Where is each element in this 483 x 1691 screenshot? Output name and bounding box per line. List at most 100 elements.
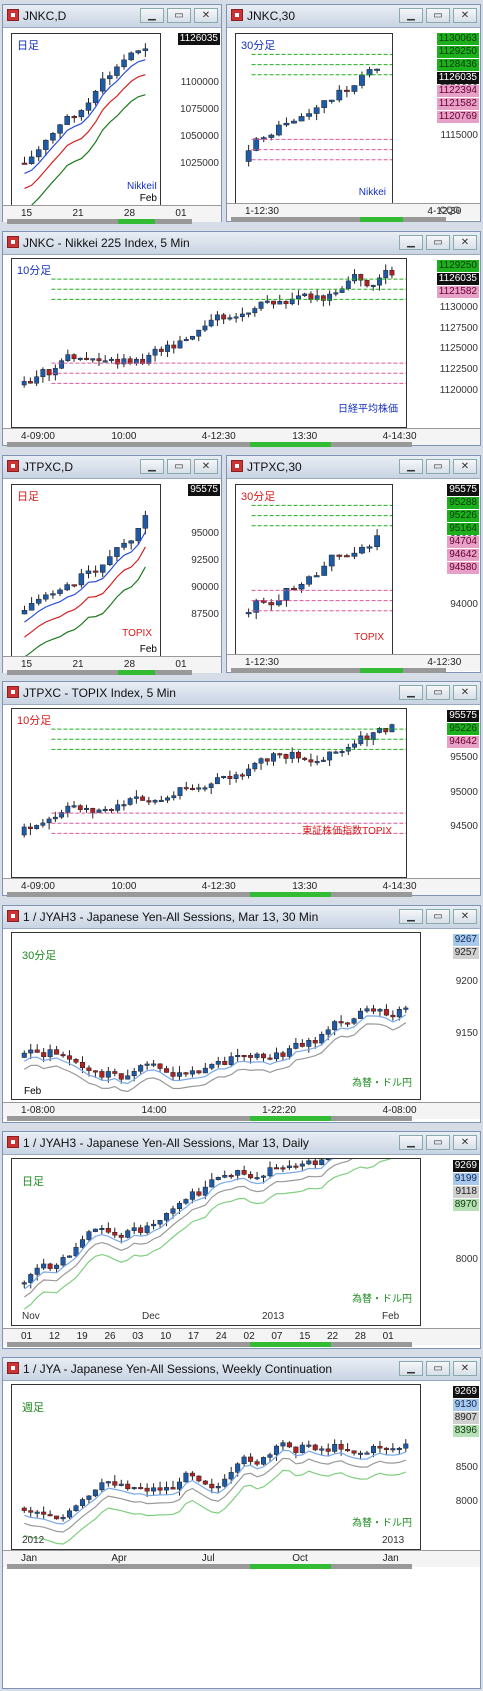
candle xyxy=(64,584,70,591)
time-scrollbar[interactable] xyxy=(7,670,193,675)
close-button[interactable]: ✕ xyxy=(453,8,477,23)
time-scrollbar[interactable] xyxy=(7,442,413,447)
window-titlebar[interactable]: 1 / JYA - Japanese Yen-All Sessions, Wee… xyxy=(3,1358,480,1381)
time-scrollbar[interactable] xyxy=(231,668,447,673)
window-topix-5min[interactable]: JTPXC - TOPIX Index, 5 Min ▁ ▭ ✕ 10分足 東証株価指… xyxy=(2,681,481,897)
candle xyxy=(283,588,290,601)
y-tick-label: 1130000 xyxy=(439,302,478,314)
x-tick-label: 4-12:30 xyxy=(427,657,462,668)
maximize-button[interactable]: ▭ xyxy=(167,8,191,23)
window-titlebar[interactable]: JTPXC,30 ▁ ▭ ✕ xyxy=(227,456,480,479)
candle xyxy=(171,344,177,349)
candle xyxy=(254,1053,260,1058)
chart-plot-area[interactable]: 30分足 TOPIX xyxy=(235,484,393,656)
minimize-button[interactable]: ▁ xyxy=(399,909,423,924)
candle xyxy=(275,124,282,136)
window-jpy-weekly[interactable]: 1 / JYA - Japanese Yen-All Sessions, Wee… xyxy=(2,1357,481,1689)
price-tag: 95226 xyxy=(447,723,479,735)
chart-plot-area[interactable]: 10分足 東証株価指数TOPIX xyxy=(11,708,407,878)
maximize-button[interactable]: ▭ xyxy=(426,235,450,250)
window-topix-30min[interactable]: JTPXC,30▁▭✕ 30分足 TOPIX 95000945009400095… xyxy=(226,455,481,673)
candle xyxy=(319,1448,325,1451)
time-scrollbar[interactable] xyxy=(7,1116,413,1121)
maximize-button[interactable]: ▭ xyxy=(426,1361,450,1376)
window-titlebar[interactable]: JTPXC,D ▁ ▭ ✕ xyxy=(3,456,221,479)
close-button[interactable]: ✕ xyxy=(453,685,477,700)
minimize-button[interactable]: ▁ xyxy=(399,1361,423,1376)
window-title: JNKC,D xyxy=(23,9,67,23)
minimize-button[interactable]: ▁ xyxy=(140,8,164,23)
window-titlebar[interactable]: 1 / JYAH3 - Japanese Yen-All Sessions, M… xyxy=(3,906,480,929)
chart-plot-area[interactable]: 30分足 Nikkei xyxy=(235,33,393,205)
candle xyxy=(291,588,297,591)
month-label: Feb xyxy=(139,644,157,655)
candle xyxy=(358,1452,364,1455)
window-titlebar[interactable]: JNKC - Nikkei 225 Index, 5 Min ▁ ▭ ✕ xyxy=(3,232,480,255)
minimize-button[interactable]: ▁ xyxy=(140,459,164,474)
candle xyxy=(377,1446,383,1449)
window-jnkc-30min[interactable]: JNKC,30▁▭✕ 30分足 Nikkei 11200001115000113… xyxy=(226,4,481,222)
maximize-button[interactable]: ▭ xyxy=(426,685,450,700)
minimize-button[interactable]: ▁ xyxy=(399,235,423,250)
chart-plot-area[interactable]: 日足 NikkeiI Feb xyxy=(11,33,161,207)
candle xyxy=(60,1257,66,1266)
chart-plot-area[interactable]: 10分足 日経平均株価 xyxy=(11,258,407,428)
window-jpy-30min[interactable]: 1 / JYAH3 - Japanese Yen-All Sessions, M… xyxy=(2,905,481,1123)
close-button[interactable]: ✕ xyxy=(453,909,477,924)
time-scrollbar[interactable] xyxy=(7,892,413,897)
close-button[interactable]: ✕ xyxy=(453,235,477,250)
window-titlebar[interactable]: JNKC,D ▁ ▭ ✕ xyxy=(3,5,221,28)
maximize-button[interactable]: ▭ xyxy=(426,8,450,23)
window-topix-daily[interactable]: JTPXC,D ▁ ▭ ✕ 日足 TOPIX Feb 95000 92500 90000 8… xyxy=(2,455,222,675)
candle xyxy=(99,564,106,573)
maximize-button[interactable]: ▭ xyxy=(167,459,191,474)
chart-plot-area[interactable]: 週足 為替・ドル円 2012 2013 xyxy=(11,1384,421,1550)
close-button[interactable]: ✕ xyxy=(453,1135,477,1150)
minimize-button[interactable]: ▁ xyxy=(399,1135,423,1150)
maximize-button[interactable]: ▭ xyxy=(426,909,450,924)
time-scrollbar[interactable] xyxy=(7,219,193,224)
app-icon xyxy=(231,460,243,472)
window-titlebar[interactable]: 1 / JYAH3 - Japanese Yen-All Sessions, M… xyxy=(3,1132,480,1155)
time-scrollbar[interactable] xyxy=(7,1342,413,1347)
candle xyxy=(121,59,127,68)
window-nikkei-5min[interactable]: JNKC - Nikkei 225 Index, 5 Min ▁ ▭ ✕ 10分足 日… xyxy=(2,231,481,447)
close-button[interactable]: ✕ xyxy=(453,1361,477,1376)
time-scrollbar[interactable] xyxy=(7,1564,413,1569)
x-axis: 4-09:00 10:00 4-12:30 13:30 4-14:30 xyxy=(3,878,480,897)
close-button[interactable]: ✕ xyxy=(194,459,218,474)
close-icon: ✕ xyxy=(460,911,470,922)
close-button[interactable]: ✕ xyxy=(194,8,218,23)
candle xyxy=(377,277,382,286)
chart-plot-area[interactable]: 日足 TOPIX Feb xyxy=(11,484,161,658)
window-titlebar[interactable]: JNKC,30 ▁ ▭ ✕ xyxy=(227,5,480,28)
candle xyxy=(221,775,227,778)
candle xyxy=(280,1052,286,1057)
window-jnkc-daily[interactable]: JNKC,D ▁ ▭ ✕ 日足 NikkeiI Feb 1100000 1075000 1… xyxy=(2,4,222,224)
x-tick-label: 03 xyxy=(132,1331,144,1342)
price-tag: 95288 xyxy=(447,497,479,509)
candle xyxy=(293,1042,299,1049)
window-titlebar[interactable]: JTPXC - TOPIX Index, 5 Min ▁ ▭ ✕ xyxy=(3,682,480,705)
candle xyxy=(140,796,146,801)
time-scrollbar[interactable] xyxy=(231,217,447,222)
candle xyxy=(183,787,189,790)
candle xyxy=(271,300,276,305)
maximize-button[interactable]: ▭ xyxy=(426,1135,450,1150)
period-label: 日足 xyxy=(22,1176,44,1188)
minimize-button[interactable]: ▁ xyxy=(399,459,423,474)
candle xyxy=(73,1247,79,1257)
window-jpy-daily[interactable]: 1 / JYAH3 - Japanese Yen-All Sessions, M… xyxy=(2,1131,481,1349)
maximize-icon: ▭ xyxy=(433,687,443,698)
candle xyxy=(64,116,70,125)
candle xyxy=(164,1487,170,1491)
chart-plot-area[interactable]: 30分足 為替・ドル円 Feb xyxy=(11,932,421,1100)
maximize-button[interactable]: ▭ xyxy=(426,459,450,474)
price-tag: 1122394 xyxy=(436,85,479,97)
close-button[interactable]: ✕ xyxy=(453,459,477,474)
minimize-button[interactable]: ▁ xyxy=(399,8,423,23)
period-label: 30分足 xyxy=(22,950,57,962)
minimize-button[interactable]: ▁ xyxy=(399,685,423,700)
chart-plot-area[interactable]: 日足 為替・ドル円 Nov Dec 2013 Feb xyxy=(11,1158,421,1326)
candle xyxy=(128,52,134,61)
